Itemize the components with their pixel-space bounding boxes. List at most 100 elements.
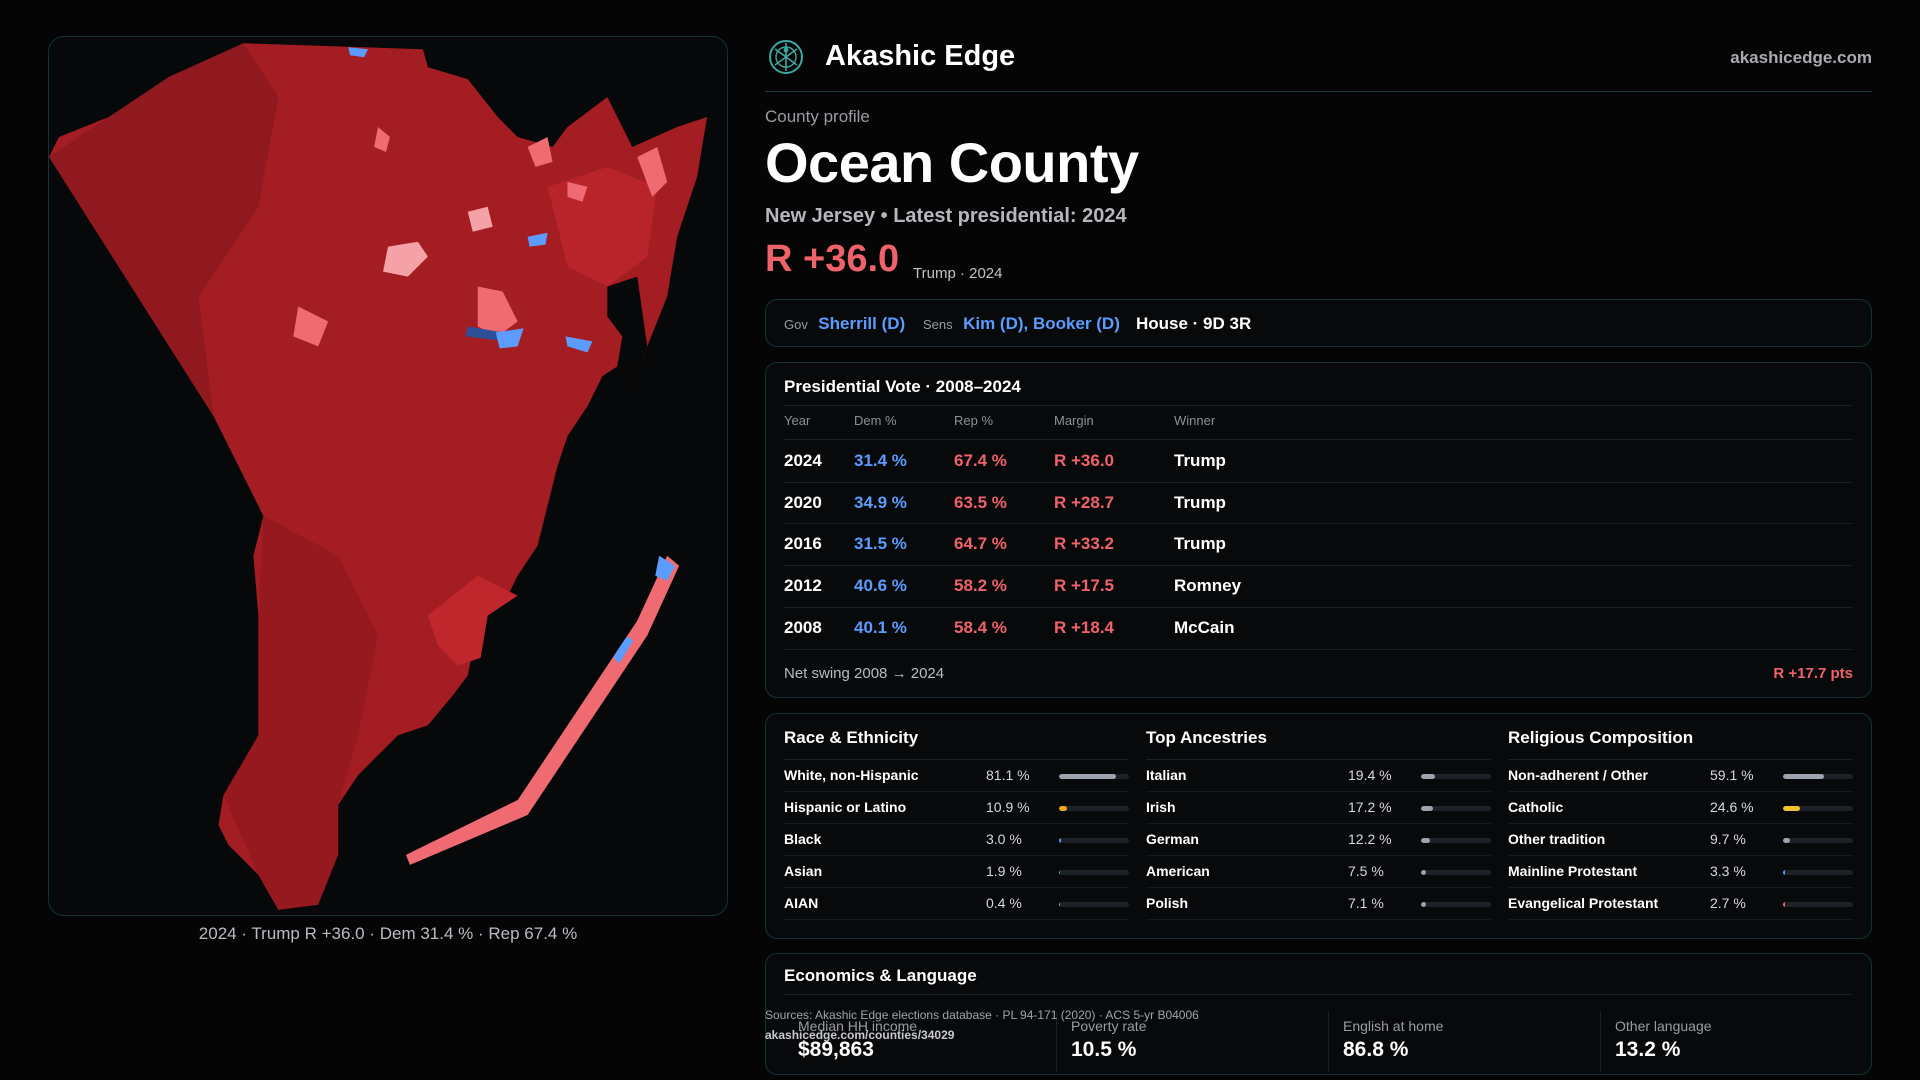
table-row[interactable]: 2016 31.5 % 64.7 % R +33.2 Trump xyxy=(766,524,1871,566)
list-item-label: Non-adherent / Other xyxy=(1508,767,1649,783)
presidential-vote-title: Presidential Vote · 2008–2024 xyxy=(784,377,1021,396)
row-year: 2012 xyxy=(784,576,822,595)
list-item[interactable]: Mainline Protestant 3.3 % xyxy=(1508,856,1853,888)
list-item[interactable]: Hispanic or Latino 10.9 % xyxy=(784,792,1129,824)
bay-water xyxy=(607,276,648,387)
globe-icon[interactable] xyxy=(767,38,805,76)
county-region-west xyxy=(49,43,279,417)
list-item[interactable]: White, non-Hispanic 81.1 % xyxy=(784,760,1129,792)
divider xyxy=(784,523,1853,524)
county-region-southwest xyxy=(223,515,379,910)
list-item[interactable]: Irish 17.2 % xyxy=(1146,792,1491,824)
economics-card: Economics & Language Median HH income $8… xyxy=(765,953,1872,1075)
divider xyxy=(1508,759,1853,760)
list-item-label: Italian xyxy=(1146,767,1187,783)
percent-bar xyxy=(1059,774,1129,779)
governor-name[interactable]: Sherrill (D) xyxy=(818,314,906,333)
percent-bar xyxy=(1783,902,1853,907)
list-item[interactable]: AIAN 0.4 % xyxy=(784,888,1129,920)
house-delegation-value[interactable]: House · 9D 3R xyxy=(1136,314,1252,333)
col-margin: Margin xyxy=(1054,413,1094,428)
race-ethnicity-section: Race & Ethnicity White, non-Hispanic 81.1… xyxy=(784,714,1129,938)
precinct-dem-3 xyxy=(465,326,503,341)
row-dem: 34.9 % xyxy=(854,493,907,512)
list-item[interactable]: German 12.2 % xyxy=(1146,824,1491,856)
list-item[interactable]: American 7.5 % xyxy=(1146,856,1491,888)
percent-bar-fill xyxy=(1421,806,1434,811)
list-item-label: Polish xyxy=(1146,895,1189,911)
stat-label: Other language xyxy=(1615,1018,1712,1034)
net-swing-value: R +17.7 pts xyxy=(1773,665,1853,682)
governor-label: Gov xyxy=(784,317,808,332)
religion-section: Religious Composition Non-adherent / Oth… xyxy=(1508,714,1853,938)
profile-column: Akashic Edge akashicedge.com County prof… xyxy=(765,0,1872,1080)
list-item-label: Other tradition xyxy=(1508,831,1606,847)
percent-bar-fill xyxy=(1059,838,1062,843)
race-ethnicity-title: Race & Ethnicity xyxy=(784,728,919,747)
house-delegation: House · 9D 3R xyxy=(1136,314,1251,334)
row-year: 2024 xyxy=(784,451,822,470)
list-item-percent: 59.1 % xyxy=(1710,767,1754,783)
brand-name[interactable]: Akashic Edge xyxy=(825,40,1016,72)
table-row[interactable]: 2024 31.4 % 67.4 % R +36.0 Trump xyxy=(766,441,1871,483)
precinct-light-1 xyxy=(383,241,428,277)
row-margin: R +28.7 xyxy=(1054,493,1115,512)
row-winner: Trump xyxy=(1174,451,1226,470)
table-row[interactable]: 2012 40.6 % 58.2 % R +17.5 Romney xyxy=(766,566,1871,608)
percent-bar-fill xyxy=(1783,806,1801,811)
list-item-percent: 7.5 % xyxy=(1348,863,1384,879)
list-item-label: German xyxy=(1146,831,1199,847)
precinct-light-7 xyxy=(467,206,493,232)
list-item-label: Mainline Protestant xyxy=(1508,863,1638,879)
list-item-percent: 0.4 % xyxy=(986,895,1022,911)
list-item[interactable]: Catholic 24.6 % xyxy=(1508,792,1853,824)
stat-label: Poverty rate xyxy=(1071,1018,1147,1034)
percent-bar xyxy=(1059,838,1129,843)
senators-names[interactable]: Kim (D), Booker (D) xyxy=(963,314,1120,333)
list-item[interactable]: Black 3.0 % xyxy=(784,824,1129,856)
headline-margin-note: Trump · 2024 xyxy=(913,265,1003,282)
list-item-percent: 9.7 % xyxy=(1710,831,1746,847)
col-year: Year xyxy=(784,413,811,428)
demographics-card: Race & Ethnicity White, non-Hispanic 81.1… xyxy=(765,713,1872,939)
senators-label: Sens xyxy=(923,317,953,332)
site-domain-link[interactable]: akashicedge.com xyxy=(1730,48,1872,67)
list-item-percent: 10.9 % xyxy=(986,799,1030,815)
percent-bar-fill xyxy=(1783,838,1790,843)
percent-bar-fill xyxy=(1059,806,1067,811)
stat-median-income: Median HH income $89,863 xyxy=(784,1012,1056,1072)
list-item[interactable]: Polish 7.1 % xyxy=(1146,888,1491,920)
sources-text: Sources: Akashic Edge elections database… xyxy=(765,1008,1199,1022)
page-kicker: County profile xyxy=(765,107,870,126)
officials-bar: Gov Sherrill (D) Sens Kim (D), Booker (D… xyxy=(765,299,1872,347)
net-swing-label: Net swing 2008 → 2024 xyxy=(784,665,945,682)
row-year: 2020 xyxy=(784,493,822,512)
percent-bar xyxy=(1421,806,1491,811)
col-rep: Rep % xyxy=(954,413,994,428)
stat-value: 86.8 % xyxy=(1343,1038,1409,1061)
precinct-light-2 xyxy=(527,137,553,167)
list-item[interactable]: Other tradition 9.7 % xyxy=(1508,824,1853,856)
percent-bar-fill xyxy=(1059,870,1061,875)
stat-label: English at home xyxy=(1343,1018,1444,1034)
ancestries-section: Top Ancestries Italian 19.4 % Irish 17.2 % G… xyxy=(1146,714,1491,938)
divider xyxy=(784,607,1853,608)
precinct-dem-5 xyxy=(565,336,593,353)
list-item[interactable]: Italian 19.4 % xyxy=(1146,760,1491,792)
list-item[interactable]: Asian 1.9 % xyxy=(784,856,1129,888)
list-item[interactable]: Evangelical Protestant 2.7 % xyxy=(1508,888,1853,920)
percent-bar xyxy=(1059,806,1129,811)
precinct-dem-1 xyxy=(348,47,369,58)
table-row[interactable]: 2008 40.1 % 58.4 % R +18.4 McCain xyxy=(766,608,1871,650)
county-map[interactable] xyxy=(48,36,728,916)
divider xyxy=(784,405,1853,406)
page-url-link[interactable]: akashicedge.com/counties/34029 xyxy=(765,1028,955,1042)
row-rep: 58.2 % xyxy=(954,576,1007,595)
table-row[interactable]: 2020 34.9 % 63.5 % R +28.7 Trump xyxy=(766,483,1871,525)
row-dem: 40.1 % xyxy=(854,618,907,637)
list-item[interactable]: Non-adherent / Other 59.1 % xyxy=(1508,760,1853,792)
precinct-light-8 xyxy=(567,181,588,202)
headline-margin: R +36.0 xyxy=(765,238,900,280)
precinct-dem-4 xyxy=(495,328,524,349)
stat-value: 13.2 % xyxy=(1615,1038,1681,1061)
